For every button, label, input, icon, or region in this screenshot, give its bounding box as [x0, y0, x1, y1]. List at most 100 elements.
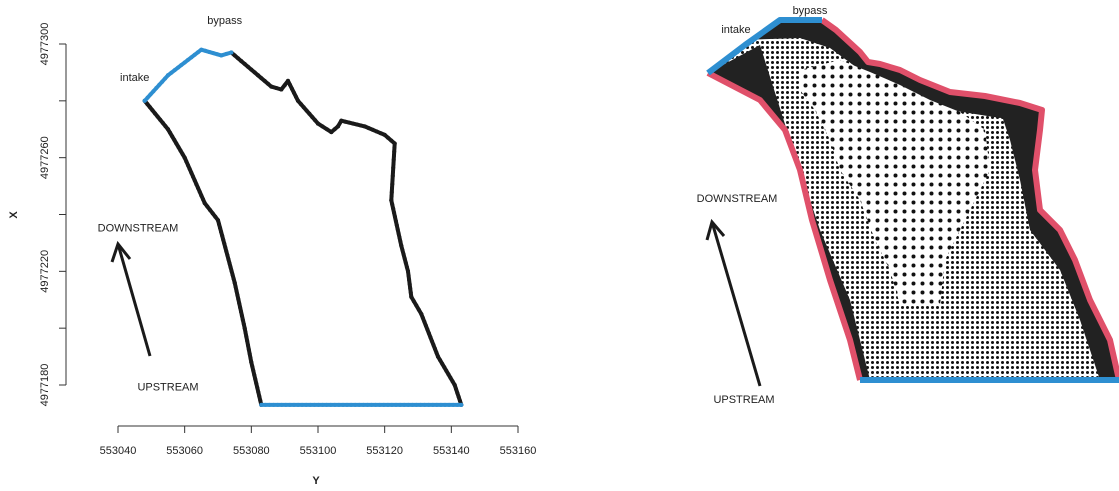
intake-point: [145, 95, 150, 100]
boundary-point: [230, 272, 235, 277]
boundary-point: [235, 293, 240, 298]
boundary-point: [390, 186, 394, 191]
right-annot-downstream: DOWNSTREAM: [697, 193, 778, 205]
boundary-point: [237, 301, 242, 306]
boundary-point: [390, 202, 395, 207]
boundary-point: [339, 118, 344, 123]
intake-point: [160, 79, 165, 84]
intake-point: [179, 63, 184, 67]
boundary-point: [186, 163, 190, 168]
boundary-point: [262, 78, 267, 83]
boundary-point: [257, 394, 262, 399]
boundary-point: [244, 334, 249, 339]
boundary-point: [416, 307, 421, 312]
boundary-point: [187, 167, 192, 171]
left-annotation-intake: intake: [120, 72, 149, 84]
boundary-point: [450, 379, 455, 384]
outflow-point: [398, 402, 403, 407]
boundary-point: [240, 317, 245, 322]
boundary-point: [252, 373, 257, 378]
boundary-point: [389, 138, 394, 143]
boundary-point: [436, 354, 440, 359]
boundary-point: [222, 241, 227, 246]
outflow-point: [377, 402, 382, 407]
boundary-point: [313, 118, 318, 123]
boundary-point: [408, 286, 413, 291]
right-downstream-arrow: [705, 218, 762, 387]
boundary-point: [246, 343, 250, 348]
boundary-point: [253, 377, 258, 382]
boundary-point: [172, 137, 177, 142]
boundary-point: [391, 157, 396, 162]
boundary-point: [366, 126, 371, 131]
boundary-point: [422, 319, 427, 324]
boundary-point: [250, 364, 255, 369]
boundary-point: [301, 105, 306, 110]
boundary-point: [246, 64, 250, 69]
boundary-point: [396, 231, 401, 236]
boundary-point: [307, 111, 312, 116]
boundary-point: [454, 387, 458, 391]
boundary-point: [336, 124, 340, 129]
boundary-point: [178, 148, 183, 153]
outflow-point: [373, 402, 378, 407]
boundary-point: [392, 145, 397, 150]
intake-point: [169, 70, 174, 75]
boundary-point: [160, 120, 165, 125]
boundary-point: [407, 277, 412, 282]
boundary-point: [456, 394, 461, 399]
intake-point: [166, 73, 170, 78]
left-annotation-upstream: UPSTREAM: [137, 382, 198, 394]
boundary-point: [228, 265, 233, 270]
intake-point: [142, 98, 147, 103]
outflow-point: [459, 402, 464, 407]
boundary-point: [354, 122, 359, 127]
boundary-point: [394, 223, 399, 228]
boundary-point: [392, 141, 397, 146]
left-annotation-bypass: bypass: [207, 15, 242, 27]
boundary-point: [252, 70, 257, 75]
boundary-point: [226, 257, 231, 262]
intake-point: [196, 50, 200, 55]
boundary-point: [343, 119, 348, 124]
boundary-point: [378, 131, 383, 136]
boundary-point: [233, 284, 238, 289]
boundary-point: [219, 229, 224, 234]
boundary-point: [419, 312, 424, 316]
outflow-point: [353, 402, 358, 407]
x-axis-title: Y: [312, 475, 320, 487]
boundary-point: [282, 83, 287, 88]
outflow-point: [381, 402, 386, 407]
boundary-point: [406, 273, 411, 278]
boundary-point: [446, 372, 451, 377]
boundary-point: [170, 134, 175, 139]
boundary-point: [392, 149, 397, 154]
boundary-point: [423, 323, 428, 328]
boundary-point: [174, 141, 179, 146]
boundary-point: [248, 356, 253, 360]
outflow-point: [328, 402, 333, 407]
boundary-point: [225, 253, 230, 258]
boundary-point: [150, 108, 155, 113]
boundary-point: [298, 102, 303, 107]
boundary-point: [221, 237, 226, 242]
boundary-point: [191, 174, 195, 179]
x-tick-label: 553160: [500, 445, 537, 457]
right-annot-upstream: UPSTREAM: [713, 394, 774, 406]
boundary-point: [243, 330, 248, 335]
left-panel: 553040 553060 553080 553100 553120 553140 5531…: [8, 15, 536, 487]
boundary-point: [390, 182, 395, 187]
intake-point: [151, 89, 156, 94]
boundary-point: [259, 76, 264, 81]
outflow-point: [341, 402, 345, 407]
boundary-point: [316, 121, 320, 126]
boundary-point: [332, 127, 337, 132]
boundary-point: [310, 115, 315, 120]
y-tick-label: 4977180: [39, 364, 51, 407]
boundary-point: [232, 53, 237, 58]
boundary-point: [201, 197, 205, 202]
boundary-point: [390, 178, 395, 182]
intake-point: [215, 52, 220, 57]
boundary-point: [184, 159, 189, 164]
